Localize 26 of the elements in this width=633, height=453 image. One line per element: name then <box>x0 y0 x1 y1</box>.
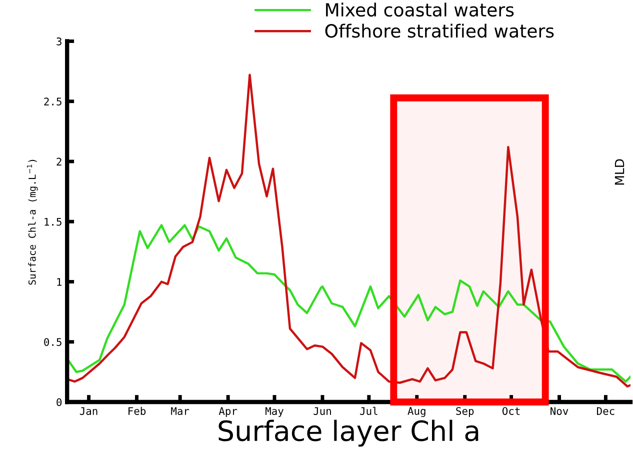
x-tick-label: Apr <box>218 407 238 417</box>
line-series <box>67 74 630 388</box>
y-axis-title: Surface Chl-a (mg.L$^{−1}$) <box>26 160 38 285</box>
y-tick-label: 0.5 <box>44 338 62 346</box>
annotation: MLD <box>614 159 624 185</box>
x-tick-label: Jun <box>314 407 331 415</box>
y-tick-label: 3 <box>56 37 62 46</box>
x-tick-label: Jul <box>360 406 378 415</box>
x-axis-title: Surface layer Chl a <box>218 420 478 447</box>
legend-label: Offshore stratified waters <box>325 24 554 38</box>
line-series <box>67 224 630 383</box>
x-tick-label: Dec <box>596 407 614 415</box>
y-tick-label: 0 <box>56 398 62 406</box>
x-tick-label: Feb <box>128 406 146 415</box>
x-tick-label: Nov <box>550 407 568 415</box>
x-tick-label: Oct <box>502 407 520 415</box>
y-tick-label: 2 <box>56 158 62 166</box>
x-tick-label: May <box>266 407 284 417</box>
x-tick-label: Jan <box>80 407 98 415</box>
x-tick-label: Sep <box>456 407 474 417</box>
y-tick-label: 1.5 <box>44 218 62 226</box>
x-tick-label: Mar <box>171 407 190 415</box>
x-tick-label: Aug <box>408 407 426 417</box>
y-tick-label: 2.5 <box>44 98 62 106</box>
y-tick-label: 1 <box>57 278 62 286</box>
legend-label: Mixed coastal waters <box>326 2 514 17</box>
